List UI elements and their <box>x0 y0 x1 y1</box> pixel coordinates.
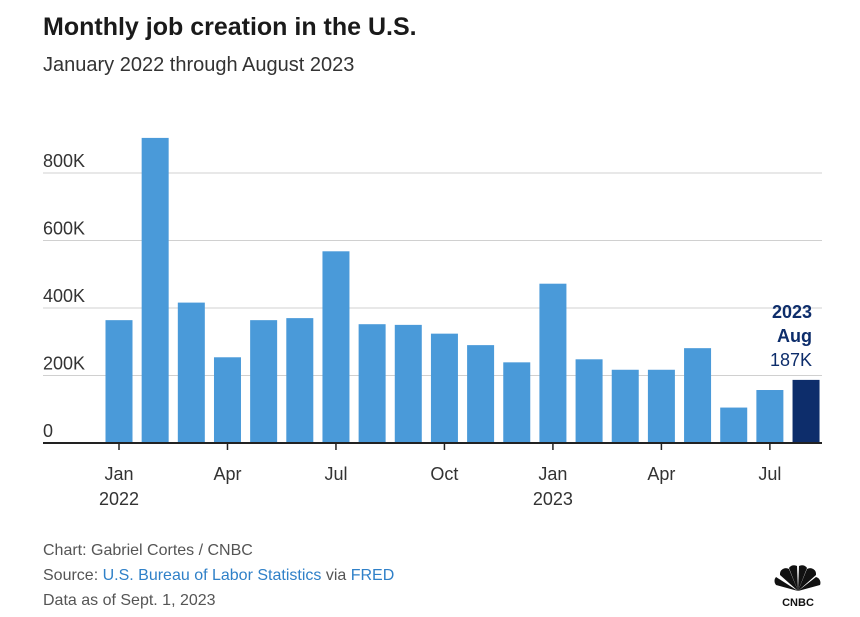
bar-feb-2022 <box>141 137 169 443</box>
bar-jul-2023 <box>756 390 784 443</box>
y-tick-label-400: 400K <box>43 286 85 306</box>
x-tick-label-9: Oct <box>430 464 458 484</box>
bar-feb-2023 <box>575 359 603 443</box>
y-tick-label-800: 800K <box>43 151 85 171</box>
bar-aug-2022 <box>358 324 386 443</box>
bar-jul-2022 <box>322 251 350 443</box>
x-tick-label-6: Jul <box>324 464 347 484</box>
cnbc-peacock-icon: CNBC <box>774 565 821 609</box>
bar-jan-2023 <box>539 283 567 443</box>
bar-apr-2023 <box>647 369 675 443</box>
bar-nov-2022 <box>467 345 495 443</box>
bar-jan-2022 <box>105 320 133 443</box>
bar-oct-2022 <box>430 333 458 443</box>
highlight-year: 2023 <box>772 302 812 322</box>
source-link-fred[interactable]: FRED <box>350 567 395 584</box>
chart-title: Monthly job creation in the U.S. <box>43 13 417 41</box>
bar-apr-2022 <box>213 357 241 443</box>
source-link-bls[interactable]: U.S. Bureau of Labor Statistics <box>102 567 322 584</box>
logo-text: CNBC <box>782 597 814 609</box>
bar-mar-2022 <box>177 302 205 443</box>
source-prefix: Source: <box>43 567 103 584</box>
bar-dec-2022 <box>503 362 531 443</box>
x-tick-year-2023: 2023 <box>533 489 573 509</box>
highlight-value: 187K <box>770 350 812 370</box>
chart-source: Source: U.S. Bureau of Labor Statistics … <box>43 567 394 585</box>
chart-credit: Chart: Gabriel Cortes / CNBC <box>43 542 253 559</box>
x-tick-label-15: Apr <box>647 464 675 484</box>
x-tick-label-18: Jul <box>758 464 781 484</box>
highlight-month: Aug <box>777 326 812 346</box>
bar-may-2022 <box>250 320 278 443</box>
data-as-of: Data as of Sept. 1, 2023 <box>43 592 216 609</box>
x-tick-label-0: Jan <box>104 464 133 484</box>
chart-subtitle: January 2022 through August 2023 <box>43 54 355 76</box>
bar-aug-2023 <box>792 379 820 443</box>
bar-may-2023 <box>684 348 712 443</box>
y-tick-label-200: 200K <box>43 354 85 374</box>
bar-mar-2023 <box>611 369 639 443</box>
bar-sep-2022 <box>394 324 422 443</box>
source-mid: via <box>321 567 351 584</box>
x-tick-label-12: Jan <box>538 464 567 484</box>
x-tick-year-2022: 2022 <box>99 489 139 509</box>
x-tick-label-3: Apr <box>213 464 241 484</box>
y-tick-label-600: 600K <box>43 219 85 239</box>
bar-jun-2023 <box>720 407 748 443</box>
bar-jun-2022 <box>286 318 314 443</box>
y-tick-label-0: 0 <box>43 421 53 441</box>
